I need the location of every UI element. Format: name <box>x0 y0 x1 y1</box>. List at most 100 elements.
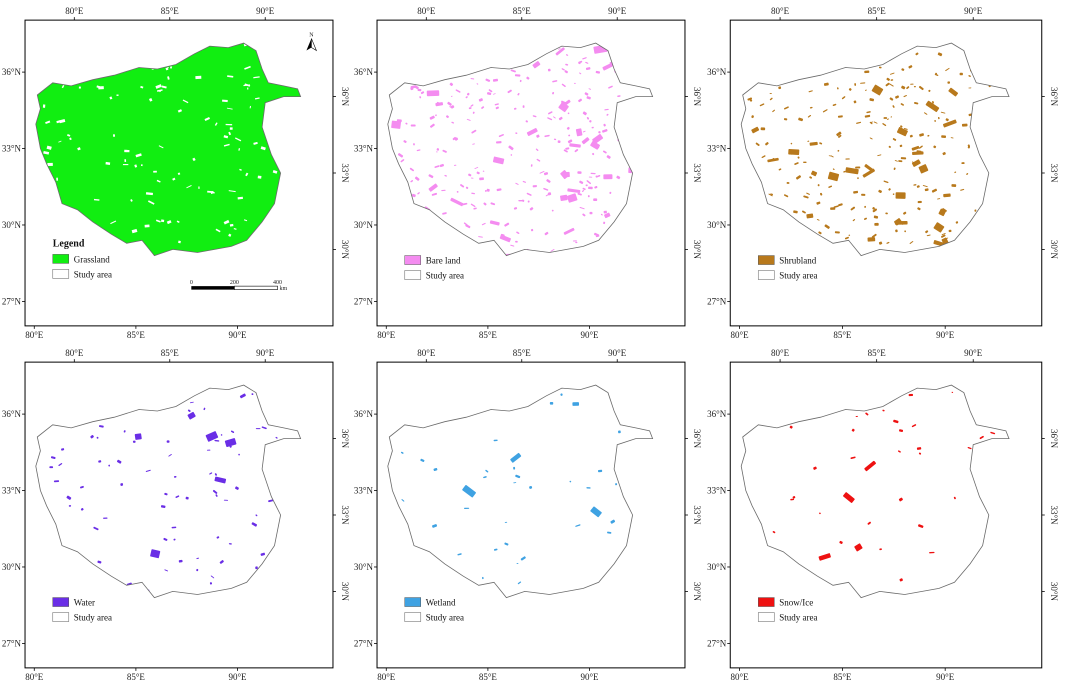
legend-swatch-study-area <box>757 270 775 280</box>
tick-label-bottom: 80°E <box>377 672 396 682</box>
scalebar-unit: km <box>280 286 288 292</box>
scalebar-segment-black <box>191 286 235 290</box>
tick-label-right: 33°N <box>340 505 350 525</box>
tick-label-right: 33°N <box>692 163 702 183</box>
legend-swatch-grassland <box>52 254 69 264</box>
study-area-outline <box>387 384 654 599</box>
study-area-outline <box>35 384 302 599</box>
study-area-outline <box>740 42 1010 257</box>
north-arrow-icon <box>306 38 312 51</box>
scalebar-label: 200 <box>230 280 239 286</box>
tick-label-top: 90°E <box>256 6 275 16</box>
tick-label-bottom: 85°E <box>127 672 146 682</box>
legend-label-wetland: Wetland <box>426 598 456 608</box>
land-cover-water <box>49 393 278 592</box>
tick-label-bottom: 90°E <box>936 672 955 682</box>
tick-label-bottom: 90°E <box>228 330 247 340</box>
tick-label-right: 33°N <box>692 505 702 525</box>
tick-label-left: 33°N <box>707 144 727 154</box>
map-frame <box>729 19 1043 327</box>
tick-label-left: 33°N <box>2 144 22 154</box>
tick-label-top: 80°E <box>65 6 84 16</box>
land-cover-wetland <box>400 393 621 585</box>
tick-label-top: 90°E <box>964 348 983 358</box>
tick-label-right: 30°N <box>340 240 350 260</box>
tick-label-left: 27°N <box>2 638 22 648</box>
tick-label-left: 36°N <box>707 67 727 77</box>
map-panel-snow-ice: 80°E 85°E 90°E 80°E 85°E 90°E 36°N 33°N 30°N 27°N… <box>707 347 1061 683</box>
scalebar-label: 0 <box>190 280 193 286</box>
tick-label-top: 85°E <box>161 6 180 16</box>
tick-label-right: 36°N <box>340 429 350 449</box>
tick-label-right: 36°N <box>692 429 702 449</box>
tick-label-left: 30°N <box>707 220 727 230</box>
tick-label-top: 85°E <box>868 348 887 358</box>
legend-label-study-area: Study area <box>74 269 112 279</box>
tick-label-right: 36°N <box>1049 87 1059 107</box>
legend-swatch-bare-land <box>404 255 421 265</box>
tick-label-right: 36°N <box>1049 429 1059 449</box>
legend-label-bare-land: Bare land <box>426 256 461 266</box>
map-panel-wetland: 80°E 85°E 90°E 80°E 85°E 90°E 36°N 33°N 30°N 27°N… <box>354 347 704 683</box>
tick-label-bottom: 85°E <box>479 330 498 340</box>
tick-label-left: 33°N <box>354 486 374 496</box>
study-area-outline <box>35 42 302 257</box>
legend-label-study-area: Study area <box>779 271 817 281</box>
map-panel-shrubland: 80°E 85°E 90°E 80°E 85°E 90°E 36°N 33°N 30°N 27°N… <box>707 5 1061 341</box>
tick-label-top: 80°E <box>417 348 436 358</box>
tick-label-left: 33°N <box>707 486 727 496</box>
tick-label-bottom: 90°E <box>580 330 599 340</box>
map-frame <box>376 361 686 669</box>
legend-swatch-shrubland <box>758 255 775 265</box>
tick-label-bottom: 85°E <box>127 330 146 340</box>
tick-label-left: 36°N <box>354 409 374 419</box>
legend-swatch-study-area <box>52 269 70 279</box>
tick-label-top: 80°E <box>65 348 84 358</box>
tick-label-right: 33°N <box>1049 163 1059 183</box>
map-panel-water: 80°E 85°E 90°E 80°E 85°E 90°E 36°N 33°N 30°N 27°N… <box>2 347 352 683</box>
map-frame <box>729 361 1043 669</box>
tick-label-bottom: 90°E <box>936 330 955 340</box>
tick-label-bottom: 80°E <box>25 330 44 340</box>
tick-label-right: 30°N <box>1049 240 1059 260</box>
tick-label-left: 30°N <box>2 220 22 230</box>
tick-label-bottom: 80°E <box>25 672 44 682</box>
tick-label-top: 80°E <box>771 348 790 358</box>
tick-label-left: 33°N <box>2 486 22 496</box>
tick-label-top: 85°E <box>868 6 887 16</box>
tick-label-right: 36°N <box>340 87 350 107</box>
tick-label-right: 30°N <box>692 240 702 260</box>
land-cover-bare-land <box>391 44 635 256</box>
tick-label-left: 27°N <box>707 296 727 306</box>
tick-label-left: 36°N <box>2 67 22 77</box>
tick-label-top: 90°E <box>608 6 627 16</box>
tick-label-left: 30°N <box>2 562 22 572</box>
legend-label-grassland: Grassland <box>74 254 110 264</box>
legend-swatch-water <box>52 597 69 607</box>
tick-label-left: 27°N <box>2 296 22 306</box>
tick-label-top: 90°E <box>964 6 983 16</box>
legend-label-water: Water <box>74 598 95 608</box>
legend-swatch-study-area <box>52 612 70 622</box>
map-panel-bare-land: 80°E 85°E 90°E 80°E 85°E 90°E 36°N 33°N 30°N 27°N… <box>354 5 704 341</box>
scalebar-label: 400 <box>273 280 282 286</box>
tick-label-left: 30°N <box>707 562 727 572</box>
land-cover-shrubland <box>747 52 993 248</box>
tick-label-top: 85°E <box>513 348 532 358</box>
legend-swatch-study-area <box>757 612 775 622</box>
tick-label-right: 33°N <box>340 163 350 183</box>
tick-label-bottom: 85°E <box>833 330 852 340</box>
tick-label-right: 36°N <box>692 87 702 107</box>
legend-swatch-snow-ice <box>758 597 775 607</box>
map-svg: 80°E 85°E 90°E 80°E 85°E 90°E 36°N 33°N 30°N 27°N… <box>354 348 702 682</box>
legend-swatch-study-area <box>404 612 422 622</box>
map-frame <box>376 19 686 327</box>
land-cover-grassland <box>35 43 301 256</box>
map-svg: 80°E 85°E 90°E 80°E 85°E 90°E 36°N 33°N 30°N 27°N… <box>2 348 350 682</box>
tick-label-left: 33°N <box>354 144 374 154</box>
map-panel-grassland: 80°E 85°E 90°E 80°E 85°E 90°E 36°N 33°N 30°N 27°N… <box>2 5 352 341</box>
tick-label-left: 27°N <box>707 638 727 648</box>
north-label: N <box>309 32 314 38</box>
tick-label-right: 33°N <box>1049 505 1059 525</box>
tick-label-bottom: 85°E <box>833 672 852 682</box>
